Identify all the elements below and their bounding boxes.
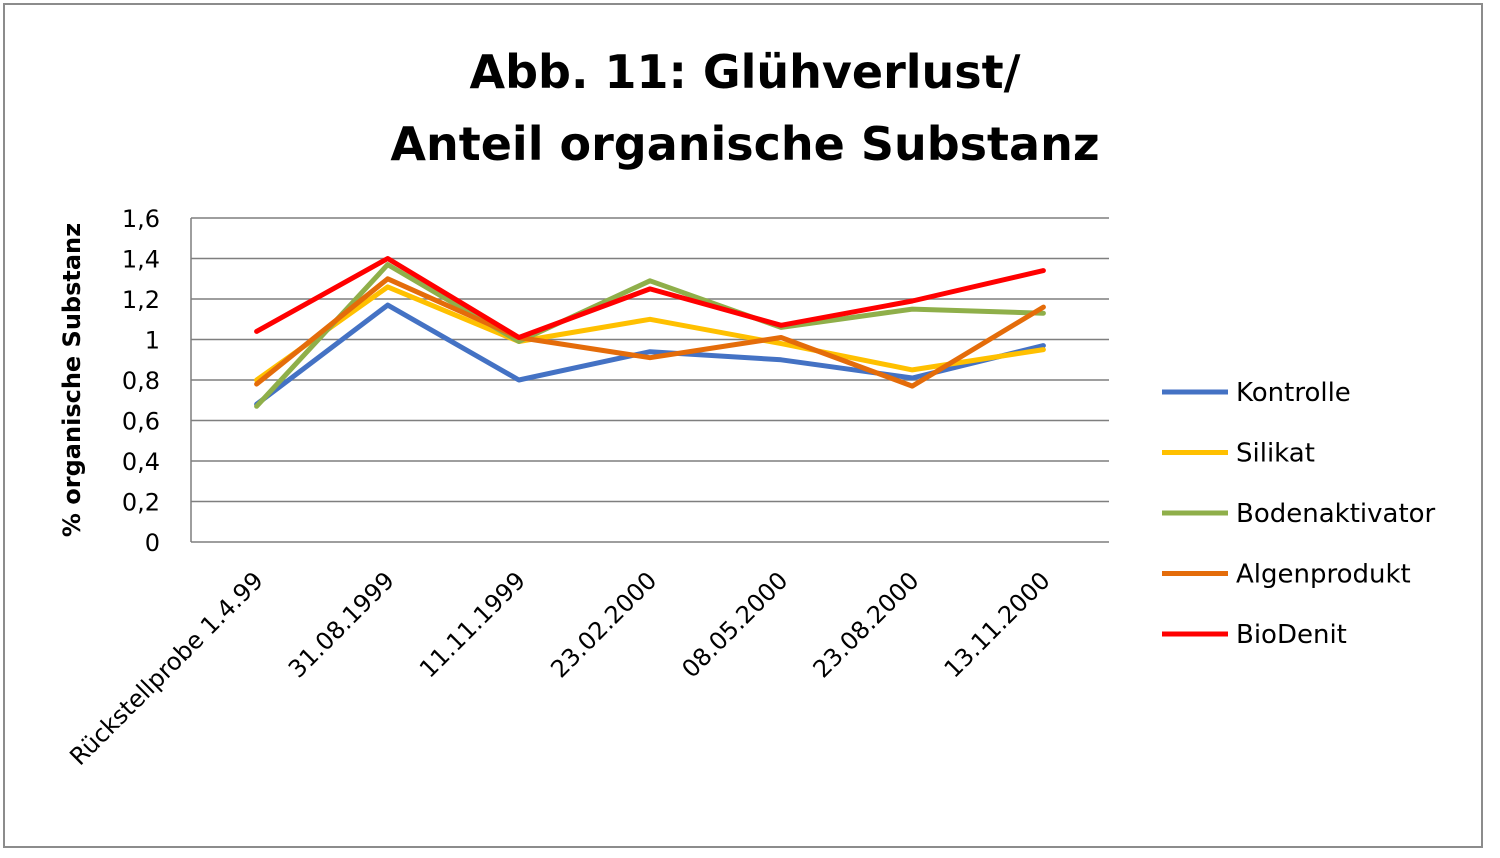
legend-label-silikat: Silikat <box>1236 439 1315 469</box>
y-tick-label: 1,6 <box>122 205 160 233</box>
y-tick-label: 1 <box>145 327 160 355</box>
y-tick-label: 1,4 <box>122 246 160 274</box>
chart-title-line-1: Abb. 11: Glühverlust/ <box>470 45 1021 99</box>
series-line-biodenit <box>254 256 1046 340</box>
series-line-kontrolle <box>254 302 1046 407</box>
legend-label-kontrolle: Kontrolle <box>1236 378 1351 408</box>
legend-label-bodenaktivator: Bodenaktivator <box>1236 499 1436 529</box>
gridlines <box>191 217 1109 543</box>
chart-title-line-2: Anteil organische Substanz <box>390 117 1099 171</box>
series-line-algenprodukt <box>254 276 1046 389</box>
x-tick-labels: Rückstellprobe 1.4.99 31.08.1999 11.11.199… <box>64 566 1055 770</box>
x-tick-label: Rückstellprobe 1.4.99 <box>64 566 268 770</box>
x-tick-label: 23.02.2000 <box>545 566 662 683</box>
y-tick-label: 0,4 <box>122 448 160 476</box>
y-tick-labels: 0 0,2 0,4 0,6 0,8 1 1,2 1,4 1,6 <box>122 205 160 557</box>
y-tick-label: 0,6 <box>122 408 160 436</box>
x-tick-label: 11.11.1999 <box>414 566 531 683</box>
legend-label-algenprodukt: Algenprodukt <box>1236 560 1411 590</box>
x-tick-label: 31.08.1999 <box>283 566 400 683</box>
y-tick-label: 0,8 <box>122 367 160 395</box>
x-tick-label: 23.08.2000 <box>808 566 925 683</box>
legend-label-biodenit: BioDenit <box>1236 620 1347 650</box>
series-line-bodenaktivator <box>254 262 1046 409</box>
series-lines <box>254 256 1046 409</box>
y-tick-label: 0,2 <box>122 489 160 517</box>
chart-frame <box>3 3 1483 848</box>
legend: Kontrolle Silikat Bodenaktivator Algenprodu… <box>1162 378 1436 650</box>
x-tick-label: 13.11.2000 <box>939 566 1056 683</box>
y-axis-title: % organische Substanz <box>58 223 86 537</box>
y-tick-label: 1,2 <box>122 286 160 314</box>
y-tick-label: 0 <box>145 529 160 557</box>
x-tick-label: 08.05.2000 <box>676 566 793 683</box>
series-line-silikat <box>254 284 1046 383</box>
